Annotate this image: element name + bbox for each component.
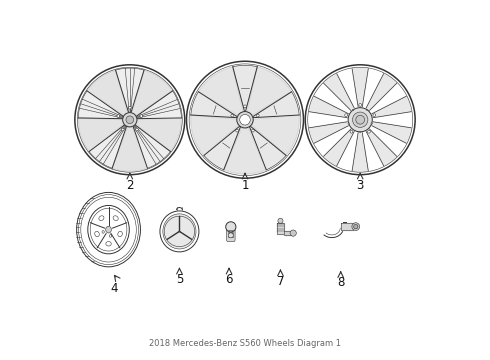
Circle shape: [354, 225, 358, 229]
Polygon shape: [132, 70, 172, 116]
Circle shape: [360, 131, 361, 132]
Circle shape: [348, 123, 349, 124]
Circle shape: [122, 128, 124, 131]
Circle shape: [348, 108, 372, 132]
Circle shape: [356, 115, 365, 124]
Polygon shape: [247, 67, 292, 115]
Polygon shape: [366, 129, 397, 166]
Polygon shape: [136, 118, 181, 152]
Polygon shape: [341, 224, 353, 230]
Circle shape: [359, 104, 362, 106]
Text: 2018 Mercedes-Benz S560 Wheels Diagram 1: 2018 Mercedes-Benz S560 Wheels Diagram 1: [149, 338, 341, 347]
Text: 8: 8: [337, 276, 344, 289]
Circle shape: [136, 128, 138, 131]
Polygon shape: [352, 133, 368, 171]
Text: 1: 1: [241, 179, 249, 192]
Circle shape: [352, 109, 354, 111]
Circle shape: [240, 114, 250, 125]
Polygon shape: [112, 127, 147, 171]
Polygon shape: [309, 96, 348, 118]
Polygon shape: [137, 91, 181, 119]
Circle shape: [352, 223, 360, 230]
Polygon shape: [366, 74, 397, 111]
Circle shape: [367, 109, 368, 111]
Polygon shape: [324, 74, 354, 111]
Circle shape: [236, 129, 239, 132]
Polygon shape: [252, 115, 299, 156]
Polygon shape: [352, 68, 368, 107]
Ellipse shape: [163, 214, 196, 249]
Polygon shape: [198, 67, 243, 115]
Circle shape: [368, 130, 370, 133]
Polygon shape: [253, 92, 299, 118]
Text: 2: 2: [126, 179, 134, 192]
Circle shape: [344, 114, 347, 117]
Polygon shape: [309, 122, 348, 143]
Circle shape: [350, 130, 353, 133]
Circle shape: [373, 114, 376, 117]
Polygon shape: [116, 68, 144, 112]
Circle shape: [251, 129, 254, 132]
Circle shape: [290, 230, 296, 236]
Polygon shape: [78, 118, 124, 152]
Text: 6: 6: [225, 273, 233, 286]
Circle shape: [352, 112, 368, 127]
Circle shape: [371, 123, 372, 124]
Circle shape: [237, 112, 253, 128]
Circle shape: [278, 218, 283, 223]
Polygon shape: [249, 126, 286, 170]
Circle shape: [256, 114, 259, 117]
Circle shape: [117, 114, 120, 117]
Text: 5: 5: [176, 273, 183, 286]
Polygon shape: [372, 96, 411, 118]
Text: 7: 7: [277, 275, 284, 288]
Polygon shape: [191, 92, 237, 118]
Circle shape: [128, 106, 131, 109]
Circle shape: [126, 116, 134, 123]
Polygon shape: [233, 66, 257, 111]
Polygon shape: [78, 91, 123, 119]
Ellipse shape: [106, 226, 111, 233]
Polygon shape: [277, 223, 284, 234]
Polygon shape: [372, 122, 411, 143]
Circle shape: [244, 105, 246, 108]
Polygon shape: [224, 128, 266, 174]
Circle shape: [122, 113, 137, 127]
Polygon shape: [284, 231, 293, 235]
Circle shape: [231, 114, 234, 117]
Polygon shape: [87, 70, 128, 116]
Circle shape: [226, 222, 236, 232]
Circle shape: [228, 233, 233, 238]
Text: 4: 4: [110, 282, 118, 294]
Polygon shape: [89, 125, 126, 168]
Polygon shape: [133, 125, 171, 168]
Polygon shape: [204, 126, 241, 170]
Text: 3: 3: [357, 179, 364, 192]
Polygon shape: [191, 115, 238, 156]
FancyBboxPatch shape: [226, 229, 235, 242]
Polygon shape: [324, 129, 354, 166]
Circle shape: [140, 114, 143, 117]
